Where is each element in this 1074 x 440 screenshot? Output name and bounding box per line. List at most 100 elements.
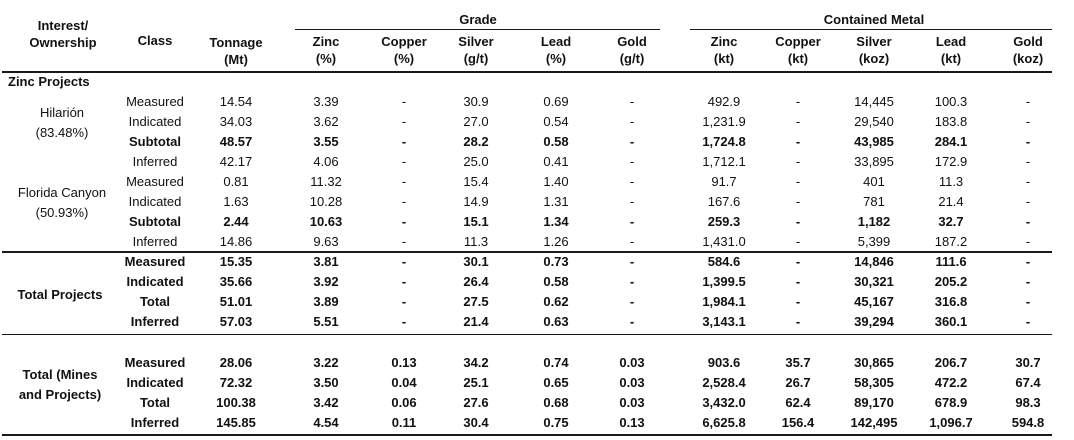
cell-grade-zinc: 3.89 (313, 294, 339, 309)
cell-contained-silver: 58,305 (854, 375, 894, 390)
cell-grade-copper: - (401, 194, 407, 209)
cell-class: Inferred (130, 415, 180, 430)
cell-grade-lead: 0.58 (543, 274, 569, 289)
cell-grade-zinc: 3.81 (313, 254, 339, 269)
cell-grade-gold: - (629, 154, 635, 169)
cell-contained-zinc: 2,528.4 (702, 375, 746, 390)
cell-contained-gold: - (1025, 94, 1031, 109)
header-grade-col: Lead (%) (540, 34, 572, 66)
cell-contained-gold: - (1025, 314, 1031, 329)
cell-class: Indicated (126, 375, 184, 390)
cell-grade-lead: 1.31 (543, 194, 569, 209)
cell-tonnage: 35.66 (219, 274, 253, 289)
cell-contained-lead: 1,096.7 (929, 415, 973, 430)
cell-grade-gold: - (629, 174, 635, 189)
cell-grade-lead: 0.69 (543, 94, 569, 109)
cell-contained-zinc: 91.7 (711, 174, 737, 189)
cell-contained-copper: - (795, 274, 801, 289)
cell-class: Measured (124, 355, 186, 370)
cell-tonnage: 28.06 (219, 355, 253, 370)
cell-contained-zinc: 1,724.8 (702, 134, 746, 149)
cell-tonnage: 1.63 (223, 194, 249, 209)
cell-grade-gold: 0.03 (619, 395, 645, 410)
cell-contained-zinc: 259.3 (707, 214, 741, 229)
cell-contained-silver: 142,495 (850, 415, 898, 430)
cell-grade-zinc: 9.63 (313, 234, 339, 249)
cell-grade-gold: - (629, 134, 635, 149)
cell-contained-silver: 89,170 (854, 395, 894, 410)
cell-grade-silver: 28.2 (463, 134, 489, 149)
cell-tonnage: 57.03 (219, 314, 253, 329)
header-contained-col: Zinc (kt) (710, 34, 738, 66)
group-label: Total (Mines and Projects) (18, 367, 102, 402)
cell-contained-copper: 35.7 (785, 355, 811, 370)
cell-tonnage: 48.57 (219, 134, 253, 149)
cell-grade-lead: 0.73 (543, 254, 569, 269)
cell-contained-copper: - (795, 314, 801, 329)
cell-tonnage: 34.03 (219, 114, 253, 129)
cell-grade-zinc: 3.42 (313, 395, 339, 410)
cell-grade-copper: - (401, 174, 407, 189)
cell-grade-zinc: 11.32 (310, 174, 342, 189)
cell-grade-silver: 30.9 (463, 94, 489, 109)
cell-contained-zinc: 167.6 (707, 194, 741, 209)
cell-grade-lead: 0.41 (543, 154, 569, 169)
cell-tonnage: 51.01 (219, 294, 253, 309)
cell-tonnage: 100.38 (216, 395, 256, 410)
cell-grade-lead: 0.65 (543, 375, 569, 390)
cell-grade-copper: - (401, 214, 407, 229)
group-label: Hilarión (83.48%) (35, 105, 89, 140)
cell-contained-lead: 678.9 (934, 395, 968, 410)
cell-contained-lead: 316.8 (934, 294, 968, 309)
cell-grade-lead: 1.34 (543, 214, 569, 229)
grade-group-rule (295, 29, 660, 30)
cell-contained-copper: - (795, 114, 801, 129)
cell-grade-copper: 0.04 (391, 375, 417, 390)
cell-contained-silver: 45,167 (854, 294, 894, 309)
cell-class: Measured (124, 254, 186, 269)
table-bottom-rule (2, 434, 1052, 436)
cell-grade-zinc: 3.62 (313, 114, 339, 129)
cell-contained-silver: 39,294 (854, 314, 894, 329)
cell-grade-zinc: 10.63 (309, 214, 343, 229)
cell-contained-zinc: 903.6 (707, 355, 741, 370)
header-contained-col: Silver (koz) (856, 34, 892, 66)
cell-contained-copper: - (795, 154, 801, 169)
header-contained-col: Copper (kt) (775, 34, 821, 66)
cell-grade-gold: 0.03 (619, 355, 645, 370)
cell-grade-copper: - (401, 154, 407, 169)
cell-grade-silver: 34.2 (463, 355, 489, 370)
cell-grade-gold: - (629, 234, 635, 249)
cell-grade-copper: - (401, 234, 407, 249)
cell-contained-copper: - (795, 194, 801, 209)
cell-grade-lead: 0.74 (543, 355, 569, 370)
cell-grade-copper: - (401, 254, 407, 269)
cell-contained-copper: - (795, 294, 801, 309)
cell-contained-lead: 206.7 (934, 355, 968, 370)
cell-contained-silver: 781 (863, 194, 885, 209)
cell-contained-lead: 360.1 (934, 314, 968, 329)
cell-class: Measured (126, 94, 184, 109)
header-grade-col: Zinc (%) (312, 34, 340, 66)
cell-class: Total (139, 294, 171, 309)
group-label: Florida Canyon (50.93%) (17, 185, 107, 220)
cell-contained-silver: 30,865 (854, 355, 894, 370)
cell-tonnage: 42.17 (219, 154, 253, 169)
cell-grade-gold: - (629, 314, 635, 329)
cell-grade-gold: - (629, 254, 635, 269)
header-contained-col: Lead (kt) (935, 34, 967, 66)
cell-grade-gold: - (629, 114, 635, 129)
cell-contained-silver: 1,182 (857, 214, 891, 229)
cell-grade-zinc: 3.39 (313, 94, 339, 109)
header-grade-col: Gold (g/t) (617, 34, 647, 66)
cell-contained-copper: 62.4 (785, 395, 811, 410)
cell-contained-gold: - (1025, 274, 1031, 289)
section-label-zinc-projects: Zinc Projects (8, 74, 90, 89)
cell-contained-gold: - (1025, 254, 1031, 269)
cell-contained-lead: 11.3 (938, 174, 964, 189)
cell-grade-lead: 0.63 (543, 314, 569, 329)
header-grade-group: Grade (459, 12, 497, 27)
cell-contained-silver: 43,985 (854, 134, 894, 149)
cell-grade-copper: - (401, 274, 407, 289)
